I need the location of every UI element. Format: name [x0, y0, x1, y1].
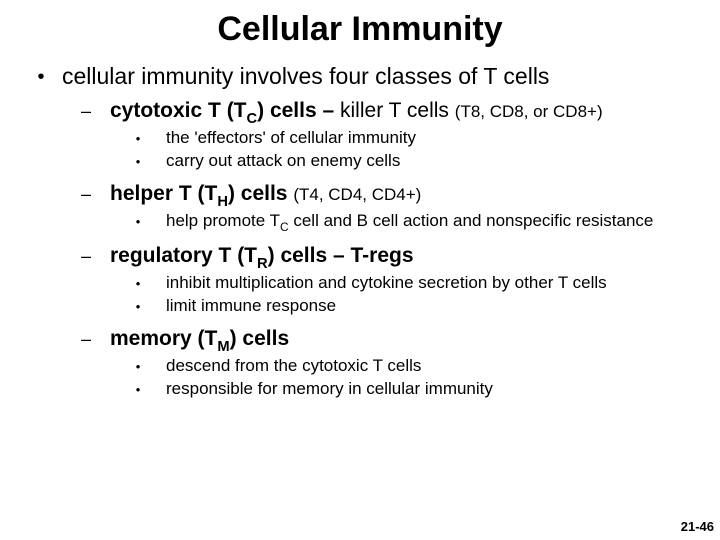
- bullet-l3: •: [110, 128, 166, 149]
- memory-sub2: • responsible for memory in cellular imm…: [20, 379, 700, 400]
- main-bullet-text: cellular immunity involves four classes …: [62, 63, 549, 90]
- bullet-l2: –: [62, 99, 110, 124]
- cytotoxic-sub2: • carry out attack on enemy cells: [20, 151, 700, 172]
- class-helper: – helper T (TH) cells (T4, CD4, CD4+): [20, 182, 700, 209]
- bullet-l3: •: [110, 211, 166, 232]
- regulatory-sub1: • inhibit multiplication and cytokine se…: [20, 273, 700, 294]
- bullet-l3: •: [110, 296, 166, 317]
- class-cytotoxic: – cytotoxic T (TC) cells – killer T cell…: [20, 99, 700, 126]
- bullet-l2: –: [62, 182, 110, 207]
- bullet-l2: –: [62, 244, 110, 269]
- regulatory-sub2: • limit immune response: [20, 296, 700, 317]
- class-cytotoxic-head: cytotoxic T (TC) cells – killer T cells …: [110, 99, 603, 126]
- helper-sub1: • help promote TC cell and B cell action…: [20, 211, 700, 233]
- bullet-l3: •: [110, 379, 166, 400]
- bullet-l2: –: [62, 327, 110, 352]
- class-memory: – memory (TM) cells: [20, 327, 700, 354]
- bullet-l1: •: [20, 63, 62, 91]
- class-regulatory: – regulatory T (TR) cells – T-regs: [20, 244, 700, 271]
- class-memory-head: memory (TM) cells: [110, 327, 289, 354]
- bullet-l3: •: [110, 151, 166, 172]
- main-bullet: • cellular immunity involves four classe…: [20, 63, 700, 91]
- memory-sub1: • descend from the cytotoxic T cells: [20, 356, 700, 377]
- slide-title: Cellular Immunity: [20, 10, 700, 49]
- class-regulatory-head: regulatory T (TR) cells – T-regs: [110, 244, 414, 271]
- bullet-l3: •: [110, 273, 166, 294]
- page-number: 21-46: [681, 519, 714, 534]
- class-helper-head: helper T (TH) cells (T4, CD4, CD4+): [110, 182, 421, 209]
- bullet-l3: •: [110, 356, 166, 377]
- cytotoxic-sub1: • the 'effectors' of cellular immunity: [20, 128, 700, 149]
